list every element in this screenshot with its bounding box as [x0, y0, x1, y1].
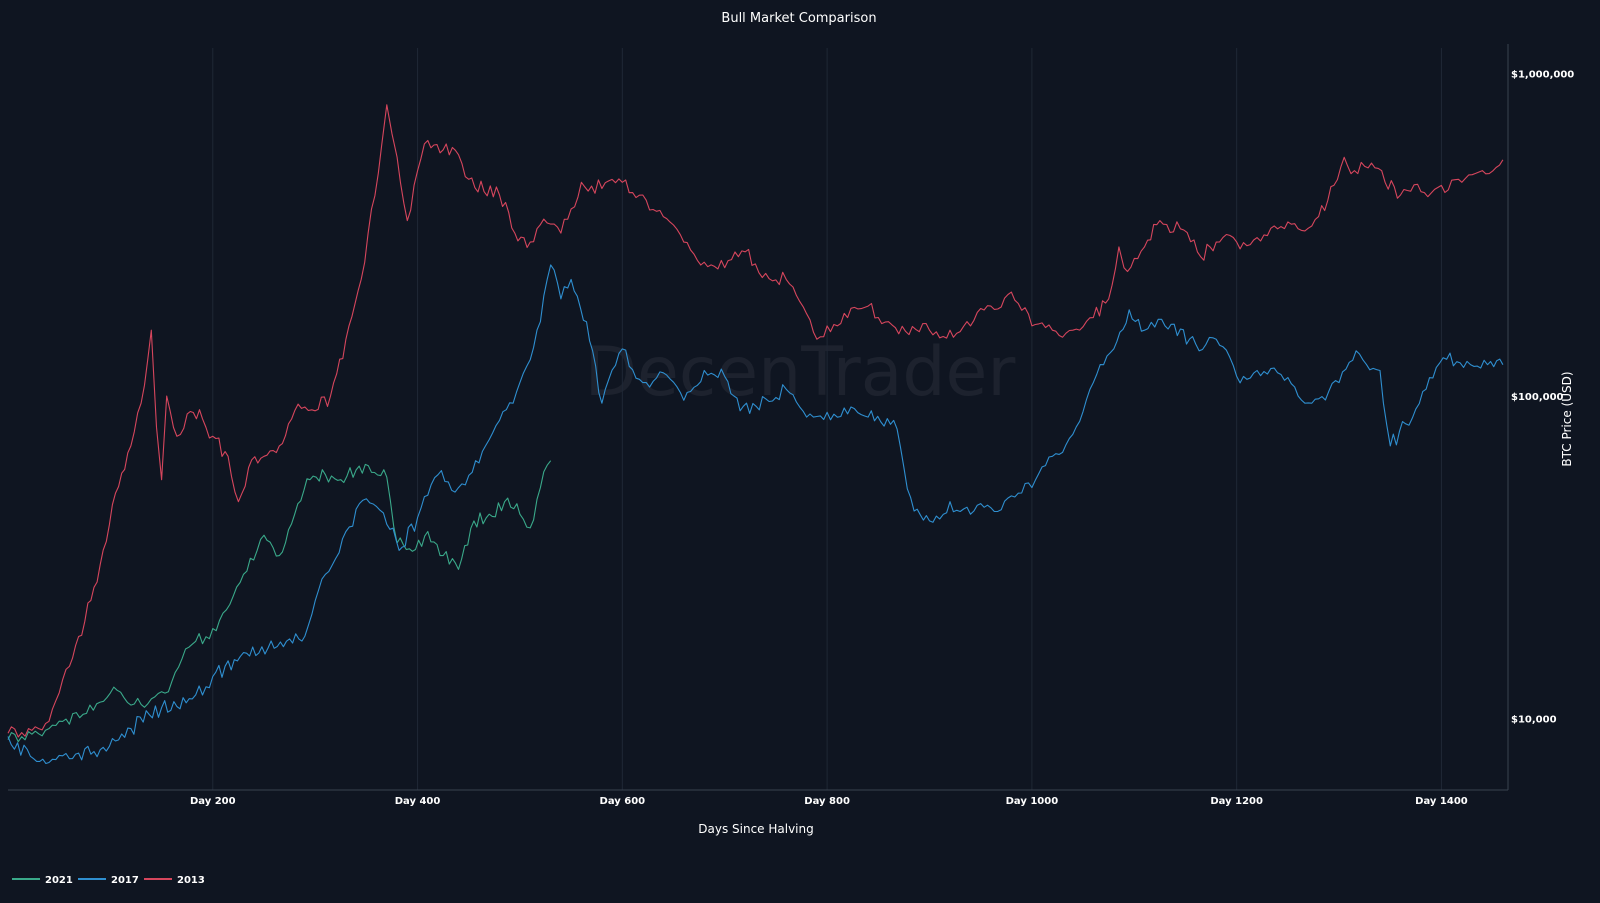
x-tick-label: Day 600 [600, 796, 646, 807]
chart-title: Bull Market Comparison [721, 11, 876, 26]
x-tick-label: Day 800 [804, 796, 850, 807]
legend-item-2021[interactable]: 2021 [12, 875, 73, 886]
legend-label: 2013 [177, 875, 205, 886]
x-axis-title: Days Since Halving [698, 822, 813, 836]
y-tick-label: $10,000 [1511, 714, 1557, 725]
x-tick-labels: Day 200 Day 400 Day 600 Day 800 Day 1000 Day … [190, 796, 1468, 807]
x-tick-label: Day 400 [395, 796, 441, 807]
legend: 2021 2017 2013 [12, 875, 205, 886]
series-line-2013 [7, 104, 1504, 738]
legend-item-2013[interactable]: 2013 [144, 875, 205, 886]
series-line-2017 [7, 264, 1504, 765]
y-tick-labels: $10,000 $100,000 $1,000,000 [1511, 70, 1574, 726]
x-tick-label: Day 200 [190, 796, 236, 807]
x-tick-label: Day 1200 [1210, 796, 1263, 807]
x-tick-label: Day 1000 [1006, 796, 1059, 807]
series-line-2021 [7, 460, 552, 743]
legend-label: 2017 [111, 875, 139, 886]
y-axis-title: BTC Price (USD) [1560, 371, 1574, 466]
series-lines [7, 104, 1504, 765]
axes [8, 44, 1509, 791]
legend-item-2017[interactable]: 2017 [78, 875, 139, 886]
watermark: DecenTrader [585, 333, 1016, 412]
legend-label: 2021 [45, 875, 73, 886]
y-tick-label: $1,000,000 [1511, 70, 1574, 81]
x-tick-label: Day 1400 [1415, 796, 1468, 807]
y-tick-label: $100,000 [1511, 392, 1564, 403]
